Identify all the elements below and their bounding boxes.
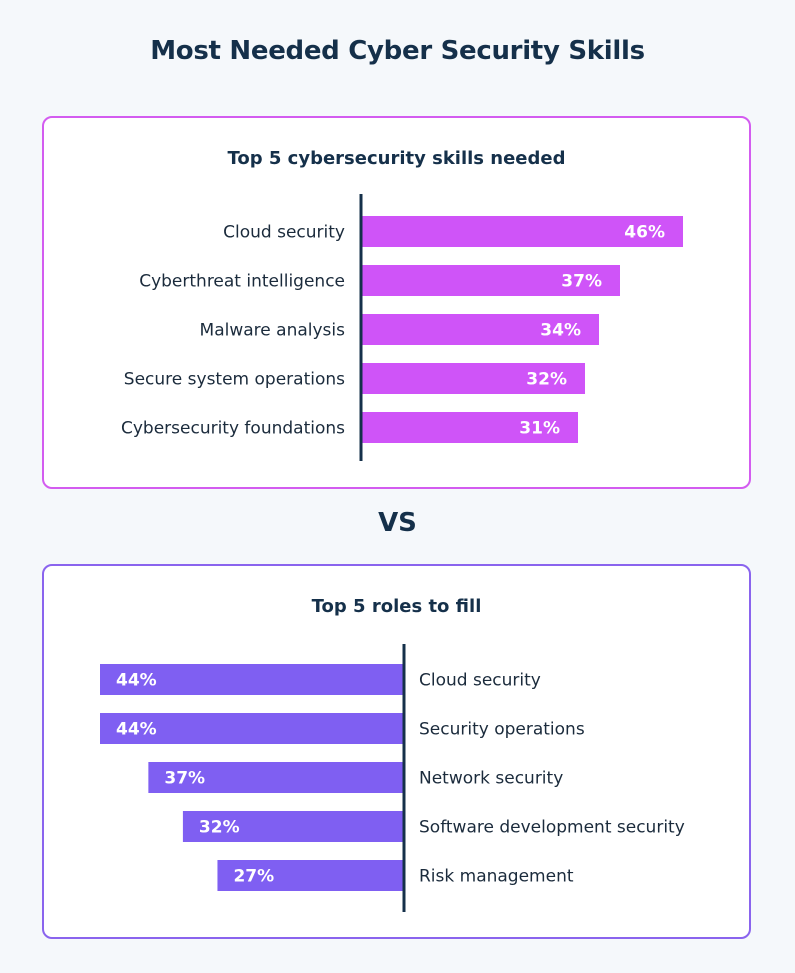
roles-value-label: 27% [233,867,274,887]
roles-chart-title: Top 5 roles to fill [311,596,482,617]
skills-category-label: Secure system operations [124,370,345,390]
roles-bar [217,860,404,891]
roles-category-label: Network security [419,769,563,789]
roles-value-label: 44% [116,720,157,740]
roles-category-label: Security operations [419,720,585,740]
page-title: Most Needed Cyber Security Skills [150,36,645,66]
skills-value-label: 37% [561,272,602,292]
skills-bar [361,363,585,394]
roles-category-label: Cloud security [419,671,541,691]
skills-category-label: Cyberthreat intelligence [139,272,345,292]
skills-bar [361,216,683,247]
roles-category-label: Risk management [419,867,574,887]
roles-value-label: 37% [164,769,205,789]
roles-value-label: 44% [116,671,157,691]
roles-bar [100,713,404,744]
skills-chart-title: Top 5 cybersecurity skills needed [227,148,566,169]
roles-bar [182,811,404,842]
skills-bar [361,412,578,443]
skills-category-label: Malware analysis [200,321,346,341]
roles-category-label: Software development security [419,818,685,838]
skills-value-label: 46% [624,223,665,243]
skills-category-label: Cloud security [223,223,345,243]
skills-chart: 46% Cloud security 37% Cyberthreat intellig… [121,194,683,461]
roles-bar [148,762,404,793]
skills-value-label: 31% [519,419,560,439]
skills-category-label: Cybersecurity foundations [121,419,345,439]
skills-value-label: 32% [526,370,567,390]
skills-bar [361,314,599,345]
roles-chart: 44% Cloud security 44% Security operations 3… [100,644,685,912]
roles-bar [100,664,404,695]
skills-value-label: 34% [540,321,581,341]
skills-bar [361,265,620,296]
roles-value-label: 32% [199,818,240,838]
vs-label: VS [378,508,417,538]
